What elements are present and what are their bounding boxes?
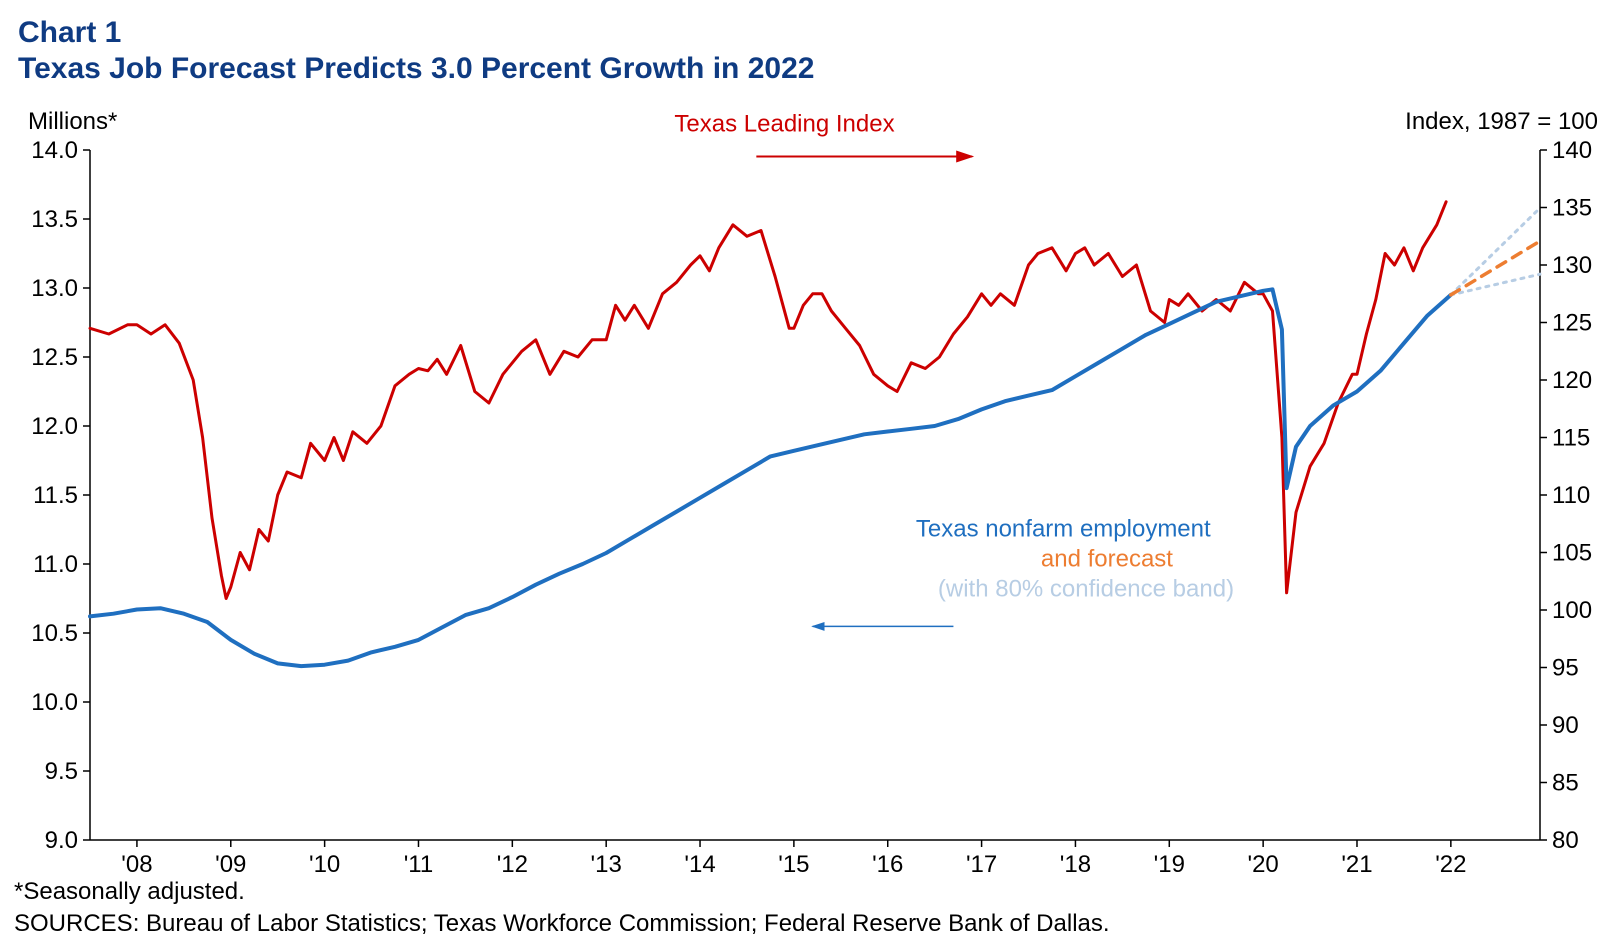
- svg-text:100: 100: [1552, 597, 1592, 624]
- svg-text:90: 90: [1552, 712, 1579, 739]
- svg-text:'22: '22: [1435, 851, 1466, 878]
- svg-text:'12: '12: [497, 851, 528, 878]
- svg-text:11.5: 11.5: [33, 482, 78, 509]
- svg-text:13.5: 13.5: [31, 206, 78, 233]
- svg-text:'10: '10: [309, 851, 340, 878]
- svg-text:120: 120: [1552, 367, 1592, 394]
- svg-text:Texas nonfarm employment: Texas nonfarm employment: [916, 515, 1211, 542]
- svg-text:105: 105: [1552, 540, 1592, 567]
- svg-text:135: 135: [1552, 195, 1592, 222]
- svg-text:115: 115: [1552, 425, 1590, 452]
- svg-text:9.0: 9.0: [45, 827, 78, 854]
- svg-text:Texas Leading Index: Texas Leading Index: [674, 111, 894, 138]
- svg-text:'17: '17: [966, 851, 997, 878]
- svg-text:'15: '15: [778, 851, 809, 878]
- svg-text:130: 130: [1552, 252, 1592, 279]
- svg-text:10.5: 10.5: [31, 620, 78, 647]
- svg-text:'20: '20: [1247, 851, 1278, 878]
- svg-text:'16: '16: [872, 851, 903, 878]
- svg-text:'11: '11: [404, 851, 434, 878]
- svg-text:and forecast: and forecast: [1041, 545, 1173, 572]
- svg-text:'18: '18: [1060, 851, 1091, 878]
- svg-text:95: 95: [1552, 655, 1579, 682]
- svg-text:'08: '08: [121, 851, 152, 878]
- svg-text:9.5: 9.5: [45, 758, 78, 785]
- chart-svg: 9.0 9.5 10.0 10.5 11.0 11.5 12.0 12.5 13.0 13.5 14…: [0, 0, 1612, 952]
- svg-text:125: 125: [1552, 310, 1592, 337]
- svg-text:12.5: 12.5: [31, 344, 78, 371]
- svg-text:10.0: 10.0: [31, 689, 78, 716]
- svg-text:'21: '21: [1341, 851, 1372, 878]
- svg-text:85: 85: [1552, 770, 1579, 797]
- svg-text:'14: '14: [684, 851, 715, 878]
- svg-text:'19: '19: [1154, 851, 1185, 878]
- svg-text:13.0: 13.0: [31, 275, 78, 302]
- svg-text:(with 80% confidence band): (with 80% confidence band): [938, 575, 1234, 602]
- svg-text:110: 110: [1552, 482, 1590, 509]
- svg-text:140: 140: [1552, 137, 1592, 164]
- svg-text:14.0: 14.0: [31, 137, 78, 164]
- svg-text:'13: '13: [591, 851, 622, 878]
- svg-text:12.0: 12.0: [31, 413, 78, 440]
- svg-text:'09: '09: [215, 851, 246, 878]
- svg-text:80: 80: [1552, 827, 1579, 854]
- svg-text:11.0: 11.0: [33, 551, 78, 578]
